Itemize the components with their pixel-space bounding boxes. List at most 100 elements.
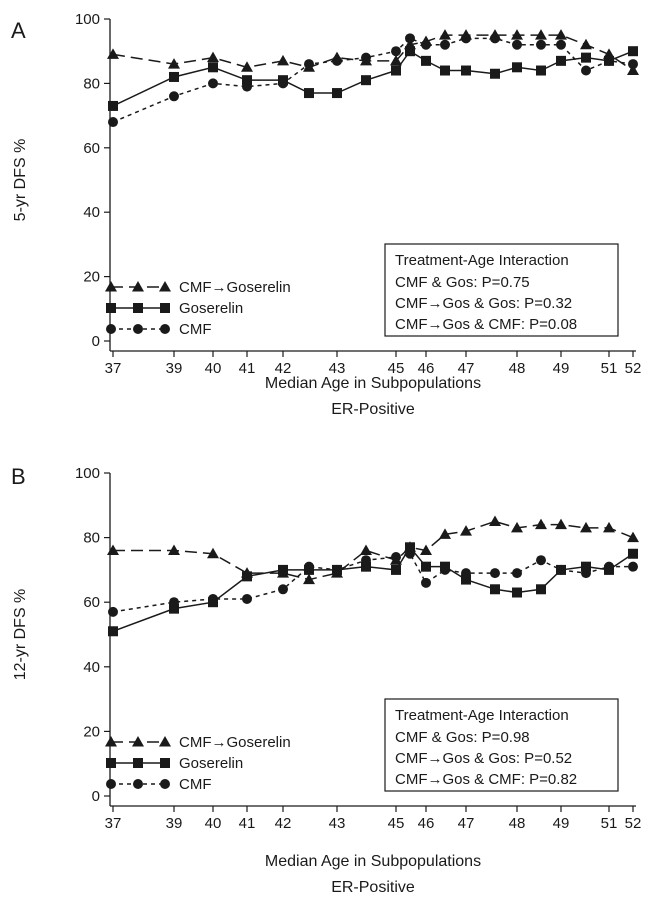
chart-panel-a: A 0 20 40 60 80 100 37 39 40 41 42 43 45 46 47 48 49 51 52 5… bbox=[11, 11, 641, 418]
x-tick-label: 46 bbox=[418, 360, 435, 377]
data-point-circle bbox=[628, 59, 638, 70]
y-tick-label: 100 bbox=[75, 11, 100, 28]
data-point-square bbox=[512, 587, 522, 598]
data-point-square bbox=[536, 584, 546, 595]
data-point-square bbox=[490, 68, 500, 79]
x-axis-subtitle: ER-Positive bbox=[331, 401, 415, 418]
y-tick-label: 0 bbox=[92, 333, 100, 350]
data-point-square bbox=[361, 75, 371, 86]
data-point-square bbox=[536, 65, 546, 76]
data-point-square bbox=[628, 548, 638, 559]
data-point-square bbox=[242, 571, 252, 582]
data-point-circle bbox=[169, 597, 179, 608]
data-point-circle bbox=[512, 568, 522, 579]
legend-marker-circle bbox=[133, 779, 143, 789]
legend: CMF→Goserelin Goserelin CMF bbox=[105, 734, 291, 793]
data-point-circle bbox=[536, 39, 546, 50]
legend-marker-square bbox=[160, 758, 170, 768]
data-point-triangle bbox=[420, 544, 432, 556]
data-point-triangle bbox=[555, 518, 567, 530]
data-point-square bbox=[304, 88, 314, 99]
x-tick-label: 40 bbox=[205, 360, 222, 377]
panel-label: A bbox=[11, 18, 26, 43]
data-point-square bbox=[108, 626, 118, 637]
chart-panel-b: B 0 20 40 60 80 100 37 39 40 41 42 43 45 46 47 48 49 51 52 1… bbox=[11, 464, 641, 896]
y-tick-label: 60 bbox=[83, 594, 100, 611]
data-point-square bbox=[556, 55, 566, 66]
interaction-p-value: CMF & Gos: P=0.98 bbox=[395, 729, 530, 746]
x-axis-title: Median Age in Subpopulations bbox=[265, 375, 481, 392]
series-circle bbox=[108, 548, 638, 617]
data-point-square bbox=[490, 584, 500, 595]
x-tick-label: 39 bbox=[166, 815, 183, 832]
data-point-triangle bbox=[603, 521, 615, 533]
data-point-square bbox=[581, 561, 591, 572]
data-point-circle bbox=[421, 39, 431, 50]
legend-marker-triangle bbox=[105, 736, 117, 747]
data-point-circle bbox=[628, 561, 638, 572]
data-point-circle bbox=[440, 39, 450, 50]
data-point-square bbox=[208, 62, 218, 73]
data-point-circle bbox=[581, 568, 591, 579]
legend-marker-circle bbox=[106, 779, 116, 789]
data-point-square bbox=[628, 46, 638, 57]
data-point-triangle bbox=[511, 521, 523, 533]
data-point-circle bbox=[604, 561, 614, 572]
data-point-triangle bbox=[107, 48, 119, 59]
data-point-circle bbox=[208, 78, 218, 89]
x-tick-label: 43 bbox=[329, 360, 346, 377]
x-tick-label: 48 bbox=[509, 815, 526, 832]
x-tick-label: 51 bbox=[601, 360, 618, 377]
data-point-circle bbox=[304, 59, 314, 70]
data-point-triangle bbox=[207, 547, 219, 559]
data-point-circle bbox=[461, 568, 471, 579]
x-tick-label: 47 bbox=[458, 360, 475, 377]
data-point-triangle bbox=[535, 29, 547, 40]
legend-marker-triangle bbox=[105, 281, 117, 292]
data-point-circle bbox=[421, 577, 431, 588]
data-point-triangle bbox=[580, 38, 592, 50]
data-point-triangle bbox=[439, 29, 451, 40]
legend-marker-triangle bbox=[132, 736, 144, 747]
x-axis-subtitle: ER-Positive bbox=[331, 879, 415, 896]
data-point-circle bbox=[556, 564, 566, 575]
data-point-circle bbox=[490, 568, 500, 579]
data-point-triangle bbox=[627, 531, 639, 543]
y-tick-label: 100 bbox=[75, 465, 100, 482]
data-point-circle bbox=[461, 33, 471, 44]
x-tick-label: 46 bbox=[418, 815, 435, 832]
data-point-triangle bbox=[555, 29, 567, 40]
data-point-triangle bbox=[168, 544, 180, 556]
legend-marker-circle bbox=[160, 779, 170, 789]
data-point-circle bbox=[332, 564, 342, 575]
legend-marker-triangle bbox=[159, 736, 171, 747]
legend-label: CMF→Goserelin bbox=[179, 279, 291, 296]
data-point-square bbox=[405, 542, 415, 553]
data-point-square bbox=[361, 561, 371, 572]
interaction-p-value: CMF→Gos & CMF: P=0.08 bbox=[395, 316, 577, 333]
data-point-triangle bbox=[241, 61, 253, 72]
y-axis-title: 12-yr DFS % bbox=[12, 589, 29, 681]
y-tick-label: 80 bbox=[83, 75, 100, 92]
data-point-circle bbox=[278, 584, 288, 595]
data-point-triangle bbox=[535, 518, 547, 530]
x-tick-label: 51 bbox=[601, 815, 618, 832]
data-point-triangle bbox=[207, 51, 219, 63]
legend-label: CMF→Goserelin bbox=[179, 734, 291, 751]
data-point-triangle bbox=[360, 544, 372, 556]
data-point-triangle bbox=[460, 525, 472, 536]
x-tick-label: 42 bbox=[275, 360, 292, 377]
data-point-circle bbox=[440, 564, 450, 575]
data-point-triangle bbox=[580, 521, 592, 533]
data-point-circle bbox=[169, 91, 179, 102]
legend-marker-circle bbox=[106, 324, 116, 334]
interaction-p-value: CMF & Gos: P=0.75 bbox=[395, 274, 530, 291]
data-point-triangle bbox=[303, 573, 315, 585]
x-tick-label: 49 bbox=[553, 815, 570, 832]
legend-label: Goserelin bbox=[179, 755, 243, 772]
x-tick-label: 41 bbox=[239, 815, 256, 832]
interaction-box: Treatment-Age Interaction CMF & Gos: P=0.… bbox=[384, 698, 619, 792]
legend-label: CMF bbox=[179, 321, 212, 338]
data-point-circle bbox=[278, 78, 288, 89]
legend-marker-square bbox=[106, 758, 116, 768]
